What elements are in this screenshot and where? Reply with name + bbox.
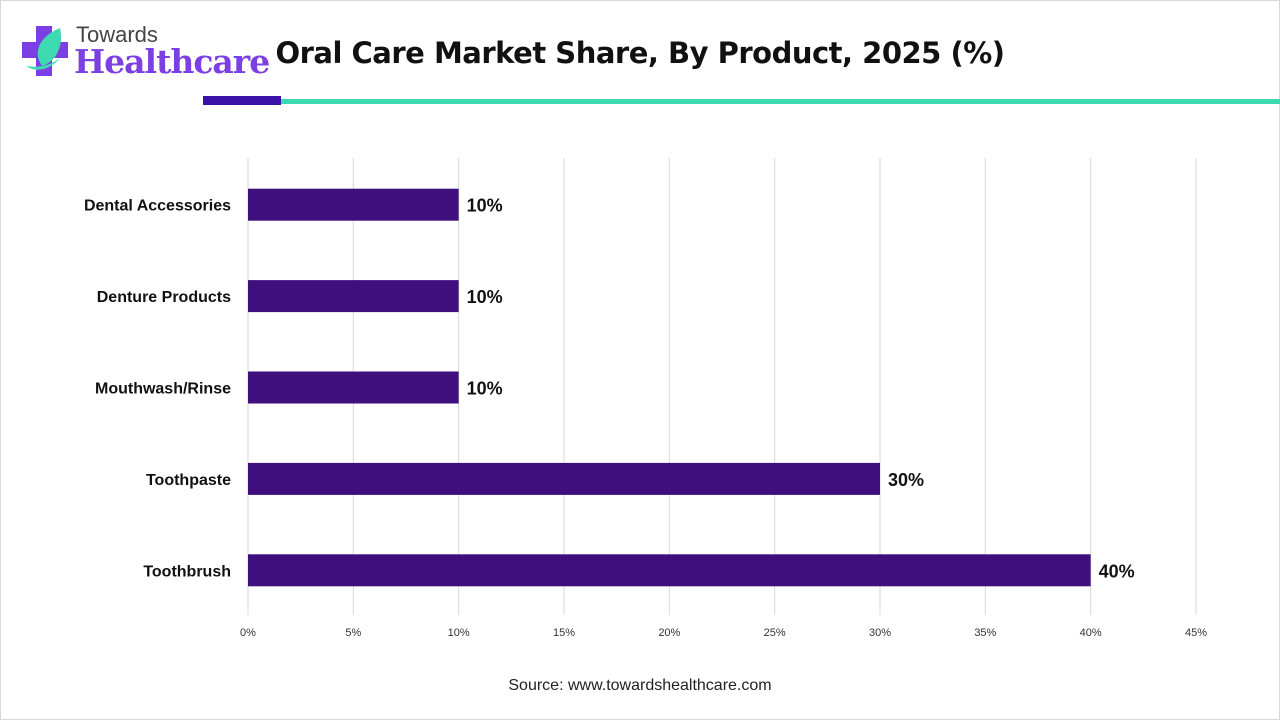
x-tick-label: 40% xyxy=(1080,627,1102,639)
bar xyxy=(248,462,880,495)
x-tick-label: 20% xyxy=(658,627,680,639)
y-category-label: Mouthwash/Rinse xyxy=(95,381,231,398)
bar xyxy=(248,188,459,221)
x-tick-label: 0% xyxy=(240,627,256,639)
data-label: 40% xyxy=(1099,561,1135,581)
header-accent-teal xyxy=(281,99,1280,104)
bar xyxy=(248,371,459,404)
data-label: 30% xyxy=(888,470,924,490)
x-tick-label: 10% xyxy=(448,627,470,639)
x-tick-label: 35% xyxy=(974,627,996,639)
cross-leaf-icon xyxy=(22,26,68,76)
bar xyxy=(248,280,459,313)
data-label: 10% xyxy=(467,196,503,216)
x-tick-label: 5% xyxy=(345,627,361,639)
logo: Towards Healthcare xyxy=(20,22,270,82)
data-label: 10% xyxy=(467,379,503,399)
y-category-label: Toothbrush xyxy=(143,563,231,580)
logo-text-towards: Towards xyxy=(76,22,158,47)
x-tick-label: 15% xyxy=(553,627,575,639)
chart-title: Oral Care Market Share, By Product, 2025… xyxy=(275,36,1005,70)
header-accent-dark xyxy=(203,96,281,105)
y-category-label: Dental Accessories xyxy=(84,198,231,215)
logo-text-healthcare: Healthcare xyxy=(74,42,270,81)
source-note: Source: www.towardshealthcare.com xyxy=(508,677,772,694)
y-category-label: Denture Products xyxy=(97,289,231,306)
bar xyxy=(248,554,1091,587)
x-tick-label: 25% xyxy=(764,627,786,639)
data-label: 10% xyxy=(467,287,503,307)
y-category-label: Toothpaste xyxy=(146,472,231,489)
x-tick-label: 45% xyxy=(1185,627,1207,639)
x-tick-label: 30% xyxy=(869,627,891,639)
